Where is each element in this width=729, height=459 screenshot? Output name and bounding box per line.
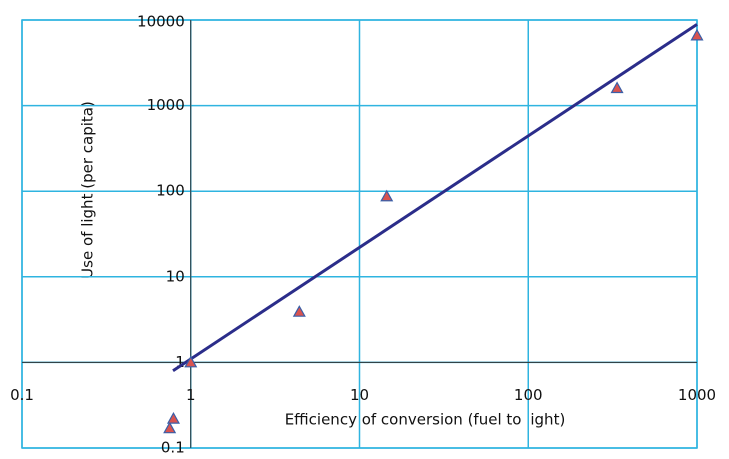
y-tick-label: 10 <box>166 267 185 285</box>
y-tick-label: 0.1 <box>161 439 185 456</box>
x-tick-label: 1000 <box>678 386 716 404</box>
y-tick-label: 1000 <box>147 96 185 114</box>
data-point <box>610 81 624 94</box>
data-point <box>690 28 704 41</box>
data-point <box>163 421 177 434</box>
trendline <box>172 23 698 372</box>
data-point <box>292 305 306 317</box>
data-point <box>380 189 394 202</box>
y-tick-label: 100 <box>156 182 185 200</box>
y-tick-label: 1 <box>175 353 185 371</box>
y-axis-label: Use of light (per capita) <box>79 101 97 279</box>
x-tick-label: 0.1 <box>10 386 34 404</box>
y-tick-label: 10000 <box>137 13 185 31</box>
data-point <box>184 355 198 368</box>
x-tick-label: 10 <box>350 386 369 404</box>
x-axis-label: Efficiency of conversion (fuel to light) <box>285 411 566 429</box>
x-tick-label: 100 <box>514 386 543 404</box>
x-tick-label: 1 <box>186 386 196 404</box>
data-point <box>166 411 180 424</box>
plot-frame <box>21 19 698 449</box>
